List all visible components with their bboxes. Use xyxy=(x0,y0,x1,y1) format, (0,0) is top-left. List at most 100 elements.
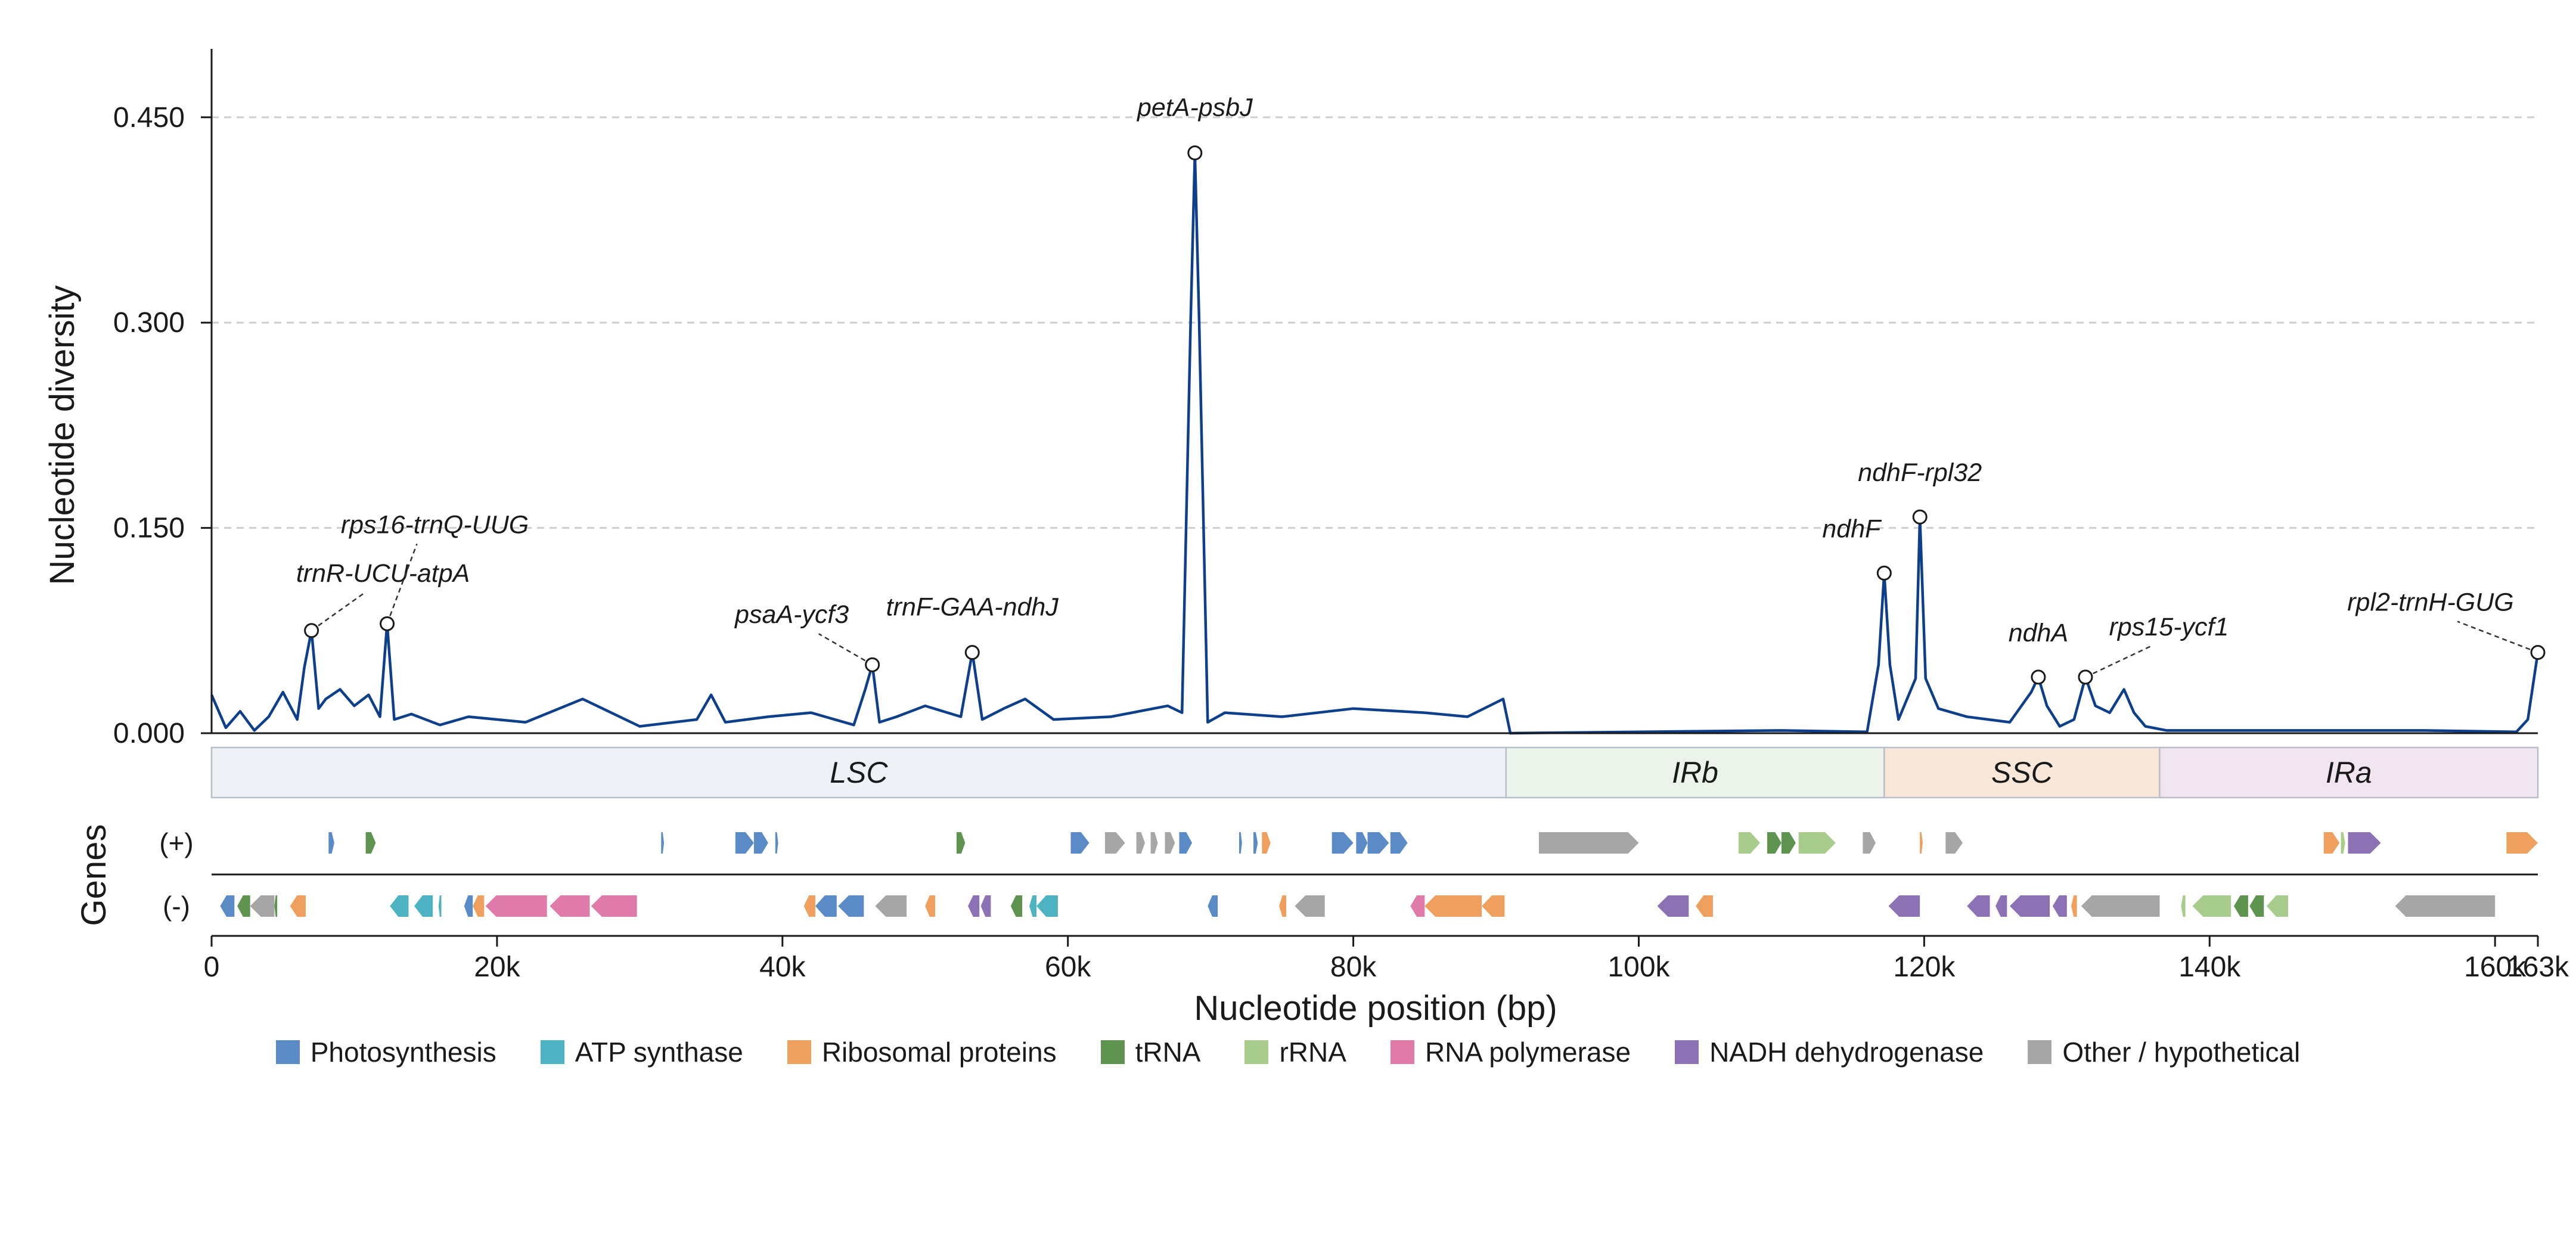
gene-minus xyxy=(1657,895,1689,917)
y-tick-label: 0.150 xyxy=(113,513,185,544)
gene-minus xyxy=(1410,895,1425,917)
peak-marker xyxy=(865,657,880,672)
legend-item: tRNA xyxy=(1100,1036,1201,1068)
gene-minus xyxy=(1279,895,1286,917)
gene-minus xyxy=(815,895,837,917)
legend-label: rRNA xyxy=(1279,1037,1346,1068)
y-axis-title: Nucleotide diversity xyxy=(43,286,82,585)
gene-minus xyxy=(473,895,485,917)
diversity-line xyxy=(210,151,2540,735)
peak-label: trnF-GAA-ndhJ xyxy=(886,593,1059,622)
gene-plus xyxy=(753,832,768,854)
gene-minus xyxy=(1295,895,1325,917)
peak-label: ndhF-rpl32 xyxy=(1858,458,1982,487)
gene-minus xyxy=(1424,895,1482,917)
region-label: IRb xyxy=(1672,756,1718,789)
legend-swatch xyxy=(540,1040,564,1064)
gene-plus xyxy=(1367,832,1389,854)
legend: Photosynthesis ATP synthase Ribosomal prot… xyxy=(0,1036,2576,1068)
gene-plus xyxy=(1332,832,1354,854)
gene-minus xyxy=(2192,895,2232,917)
gene-minus xyxy=(875,895,907,917)
gene-track-label: Genes xyxy=(75,824,113,926)
gene-minus xyxy=(1482,895,1505,917)
gene-minus xyxy=(438,895,442,917)
x-axis-title: Nucleotide position (bp) xyxy=(1194,989,1557,1028)
gene-plus xyxy=(1262,832,1271,854)
gene-plus xyxy=(1179,832,1192,854)
gene-plus xyxy=(775,832,778,854)
gene-minus xyxy=(2071,895,2077,917)
region-label: IRa xyxy=(2326,756,2372,789)
strand-plus-label: (+) xyxy=(159,827,194,858)
gene-minus xyxy=(2081,895,2160,917)
region-irb xyxy=(1505,746,1885,799)
gene-minus xyxy=(220,895,235,917)
gene-minus xyxy=(485,895,547,917)
gene-minus xyxy=(237,895,250,917)
gene-minus xyxy=(2249,895,2264,917)
x-tick-label: 20k xyxy=(474,951,520,983)
gene-minus xyxy=(838,895,864,917)
gene-plus xyxy=(2341,832,2345,854)
gene-minus xyxy=(1010,895,1023,917)
legend-label: RNA polymerase xyxy=(1424,1037,1631,1068)
peak-label: rps15-ycf1 xyxy=(2109,613,2229,641)
legend-item: Ribosomal proteins xyxy=(787,1036,1057,1068)
gene-plus xyxy=(365,832,376,854)
x-tick-label: 120k xyxy=(1893,951,1956,983)
legend-item: ATP synthase xyxy=(540,1036,743,1068)
legend-label: Other / hypothetical xyxy=(2062,1037,2301,1068)
peak-marker xyxy=(2078,669,2093,685)
gene-minus xyxy=(2395,895,2496,917)
y-gridlines xyxy=(212,116,2538,529)
gene-minus xyxy=(274,895,278,917)
legend-item: rRNA xyxy=(1244,1036,1346,1068)
legend-label: tRNA xyxy=(1135,1037,1201,1068)
gene-minus xyxy=(1888,895,1920,917)
gene-minus xyxy=(414,895,433,917)
y-tick-label: 0.300 xyxy=(113,307,185,339)
gene-minus xyxy=(980,895,991,917)
peak-leader-line xyxy=(2085,645,2152,678)
peak-leader-line xyxy=(386,543,418,624)
legend-swatch xyxy=(275,1040,300,1064)
gene-plus xyxy=(1739,832,1760,854)
peak-label: psaA-ycf3 xyxy=(734,600,849,629)
legend-label: ATP synthase xyxy=(575,1037,743,1068)
gene-track xyxy=(212,832,2538,917)
region-bar: LSC IRb SSC IRa xyxy=(210,746,2539,799)
region-lsc xyxy=(210,746,1507,799)
x-tick-label: 100k xyxy=(1607,951,1670,983)
gene-minus xyxy=(1029,895,1036,917)
peak-label: ndhF xyxy=(1822,514,1882,543)
peak-leader-line xyxy=(311,591,366,631)
region-label: SSC xyxy=(1991,756,2053,789)
gene-plus xyxy=(735,832,754,854)
legend-item: Photosynthesis xyxy=(275,1036,496,1068)
peak-marker xyxy=(2530,645,2546,660)
gene-plus xyxy=(1945,832,1963,854)
legend-label: Ribosomal proteins xyxy=(821,1037,1057,1068)
x-tick-label: 160k xyxy=(2464,951,2527,983)
gene-plus xyxy=(2348,832,2381,854)
gene-plus xyxy=(1136,832,1145,854)
gene-plus xyxy=(1239,832,1242,854)
peak-marker xyxy=(1187,145,1203,160)
gene-plus xyxy=(1253,832,1258,854)
gene-plus xyxy=(1390,832,1408,854)
gene-minus xyxy=(1967,895,1990,917)
legend-swatch xyxy=(787,1040,811,1064)
gene-minus xyxy=(2181,895,2186,917)
legend-label: NADH dehydrogenase xyxy=(1709,1037,1984,1068)
legend-swatch xyxy=(1244,1040,1269,1064)
gene-minus xyxy=(290,895,306,917)
gene-minus xyxy=(2052,895,2067,917)
peak-label: rps16-trnQ-UUG xyxy=(341,510,529,539)
gene-minus xyxy=(925,895,935,917)
x-tick-label: 80k xyxy=(1330,951,1377,983)
legend-label: Photosynthesis xyxy=(310,1037,496,1068)
strand-minus-label: (-) xyxy=(163,891,190,922)
gene-plus xyxy=(1150,832,1158,854)
peak-leader-line xyxy=(2457,621,2538,653)
